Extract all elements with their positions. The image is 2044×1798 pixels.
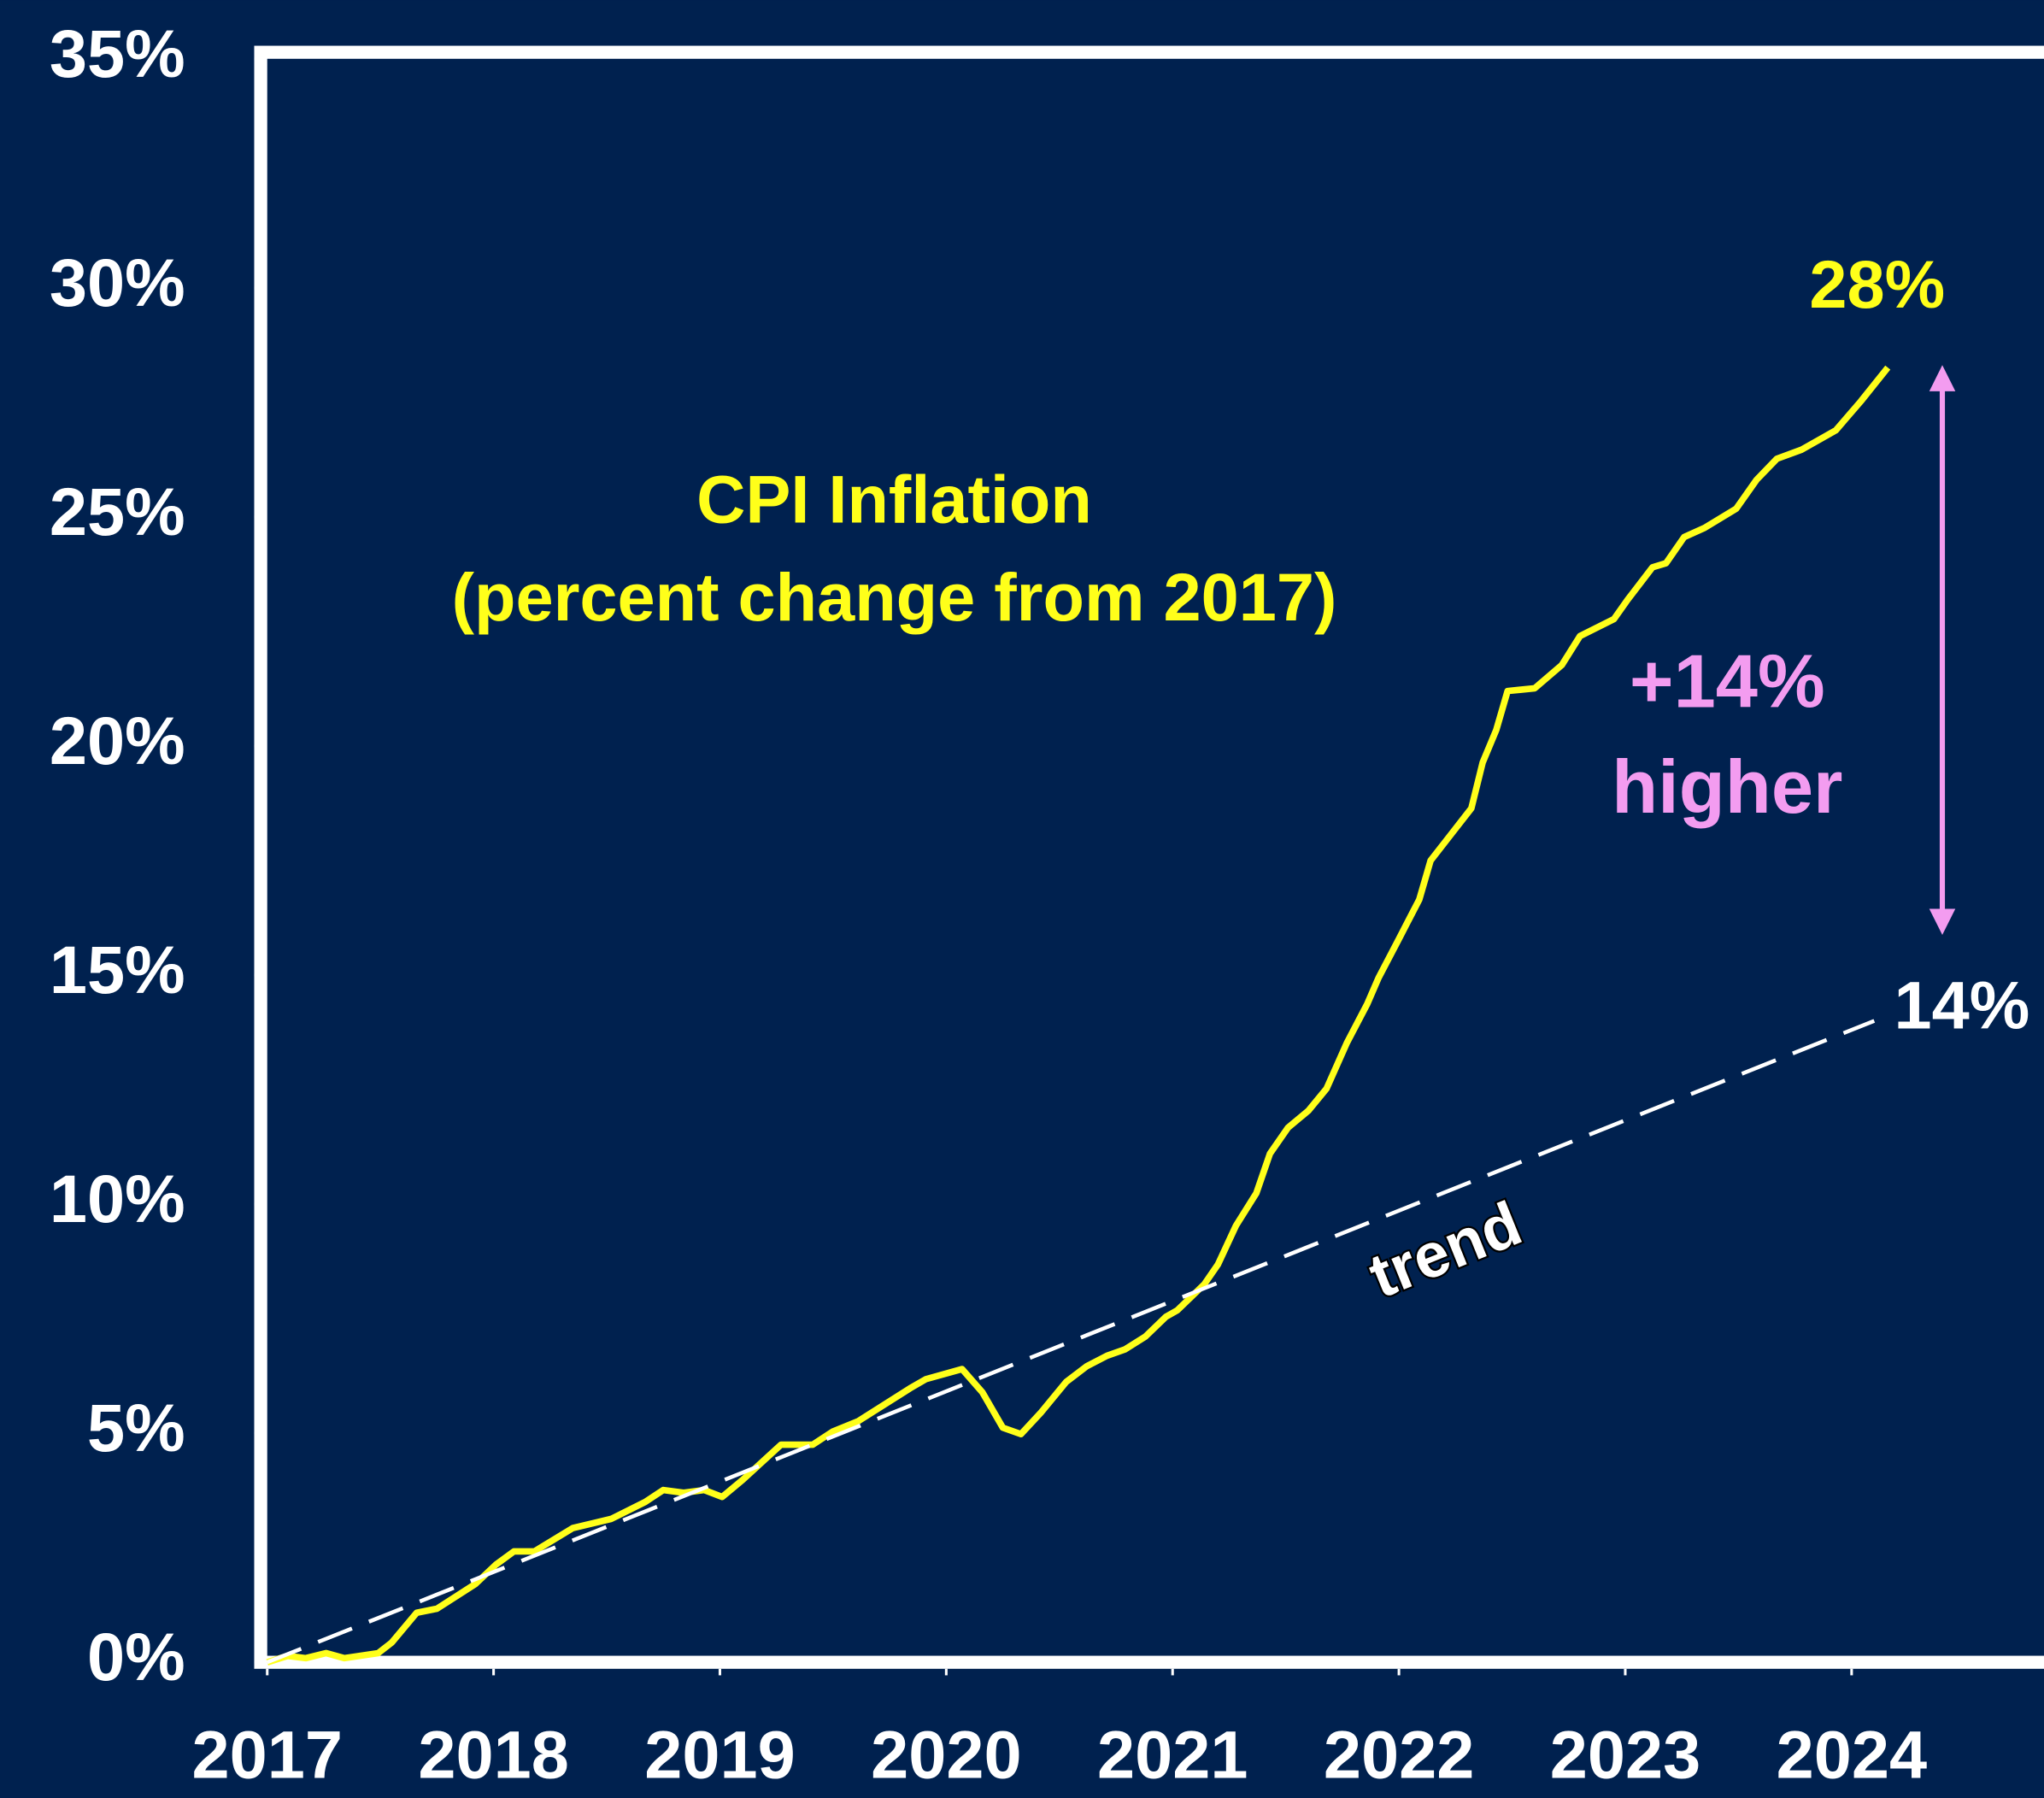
- y-tick-label: 5%: [87, 1390, 185, 1466]
- x-tick-label: 2023: [1550, 1717, 1700, 1793]
- arrow-head: [1929, 365, 1956, 391]
- x-tick-label: 2018: [418, 1717, 568, 1793]
- annotation: +14%: [1630, 638, 1825, 723]
- annotation: 28%: [1809, 246, 1945, 322]
- trend-line: [266, 1019, 1876, 1665]
- annotation: higher: [1612, 744, 1842, 829]
- x-tick-label: 2024: [1777, 1717, 1927, 1793]
- x-tick-label: 2019: [644, 1717, 795, 1793]
- y-tick-label: 15%: [50, 931, 185, 1008]
- marks: [266, 365, 1891, 1666]
- chart-title: CPI Inflation: [696, 461, 1092, 537]
- x-tick-label: 2020: [871, 1717, 1021, 1793]
- y-tick-label: 25%: [50, 473, 185, 549]
- data-line: [266, 365, 1891, 1666]
- y-tick-label: 10%: [50, 1160, 185, 1237]
- y-tick-label: 35%: [50, 15, 185, 91]
- x-tick-label: 2022: [1324, 1717, 1474, 1793]
- x-tick-label: 2021: [1097, 1717, 1248, 1793]
- y-tick-label: 30%: [50, 244, 185, 320]
- chart-subtitle: (percent change from 2017): [452, 559, 1337, 635]
- y-tick-label: 20%: [50, 702, 185, 779]
- annotation: 14%: [1894, 967, 2030, 1043]
- gap-arrow: [1929, 365, 1956, 935]
- arrow-head: [1929, 908, 1956, 935]
- plot-frame: [254, 45, 2044, 1669]
- y-tick-label: 0%: [87, 1619, 185, 1695]
- x-tick-label: 2017: [192, 1717, 343, 1793]
